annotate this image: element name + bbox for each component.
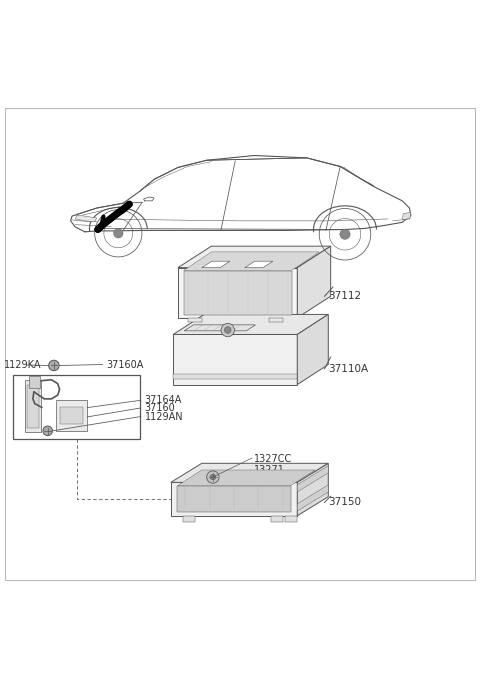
Polygon shape	[173, 334, 297, 385]
Polygon shape	[173, 314, 328, 334]
Text: 37112: 37112	[328, 291, 361, 301]
Polygon shape	[188, 318, 202, 321]
Circle shape	[207, 471, 219, 483]
Polygon shape	[184, 325, 255, 331]
Polygon shape	[285, 516, 297, 522]
Polygon shape	[171, 482, 297, 516]
Circle shape	[48, 361, 59, 371]
Circle shape	[210, 474, 216, 480]
Polygon shape	[25, 380, 40, 432]
Polygon shape	[178, 246, 331, 268]
Text: 1129AN: 1129AN	[144, 411, 183, 422]
Polygon shape	[184, 270, 291, 315]
Polygon shape	[75, 215, 97, 222]
Polygon shape	[171, 463, 328, 482]
Circle shape	[43, 426, 52, 436]
Polygon shape	[56, 400, 87, 431]
Polygon shape	[173, 374, 297, 378]
Polygon shape	[245, 261, 273, 268]
Polygon shape	[297, 314, 328, 385]
Text: 37160: 37160	[144, 403, 175, 413]
Polygon shape	[297, 463, 328, 516]
Circle shape	[340, 229, 350, 239]
Polygon shape	[297, 485, 328, 511]
Text: 1327CC: 1327CC	[254, 453, 293, 464]
Polygon shape	[178, 268, 297, 318]
Polygon shape	[184, 252, 319, 270]
Circle shape	[221, 323, 234, 336]
Text: 37150: 37150	[328, 497, 361, 508]
Polygon shape	[183, 516, 195, 522]
Polygon shape	[402, 213, 411, 220]
Polygon shape	[297, 246, 331, 318]
Polygon shape	[271, 516, 283, 522]
Circle shape	[114, 228, 123, 238]
Circle shape	[224, 327, 231, 334]
Polygon shape	[178, 486, 290, 513]
Polygon shape	[178, 470, 315, 486]
Polygon shape	[269, 318, 283, 321]
Polygon shape	[13, 375, 140, 440]
Text: 1129KA: 1129KA	[4, 360, 41, 370]
Text: 37164A: 37164A	[144, 396, 182, 405]
Text: 13271: 13271	[254, 466, 285, 475]
Polygon shape	[297, 466, 328, 492]
Polygon shape	[27, 385, 38, 427]
Polygon shape	[202, 261, 230, 268]
Text: 37110A: 37110A	[328, 364, 369, 374]
Polygon shape	[29, 376, 39, 389]
Text: 37160A: 37160A	[107, 360, 144, 369]
Polygon shape	[60, 407, 84, 424]
